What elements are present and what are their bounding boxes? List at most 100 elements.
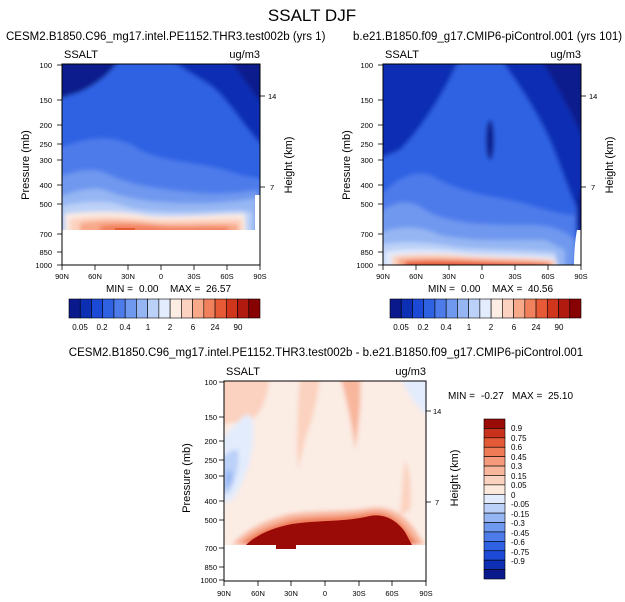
y-tick-label: 850 xyxy=(360,248,373,257)
x-tick-label: 90S xyxy=(419,589,432,598)
colorbar-swatch xyxy=(483,522,506,533)
colorbar-swatch xyxy=(225,298,238,319)
min-label: MIN = xyxy=(428,284,455,295)
panel-right-field xyxy=(383,64,581,265)
y-tick-label: 100 xyxy=(360,61,373,70)
colorbar-swatch xyxy=(136,298,148,319)
colorbar-swatch xyxy=(546,298,559,319)
y-tick-label: 250 xyxy=(360,140,373,149)
colorbar-swatch xyxy=(423,298,436,319)
colorbar-swatch xyxy=(483,465,506,476)
min-value: 0.00 xyxy=(461,284,481,295)
panel-diff-title: CESM2.B1850.C96_mg17.intel.PE1152.THR3.t… xyxy=(69,347,583,359)
panel-diff-stats: MIN = -0.27 MAX = 25.10 xyxy=(448,391,573,402)
colorbar-swatch xyxy=(483,541,506,552)
colorbar-label: 2 xyxy=(489,323,494,332)
right-tick-label: 7 xyxy=(435,498,439,507)
colorbar-label: 90 xyxy=(234,323,243,332)
y-tick-label: 400 xyxy=(204,497,217,506)
y-tick-label: 850 xyxy=(39,248,52,257)
colorbar-label: 0 xyxy=(511,491,516,500)
colorbar-label: 90 xyxy=(555,323,564,332)
colorbar-swatch xyxy=(389,298,402,319)
panel-diff-field xyxy=(224,381,426,581)
colorbar-swatch xyxy=(483,428,506,439)
colorbar-label: 0.05 xyxy=(72,323,88,332)
colorbar-swatch xyxy=(483,493,506,505)
right-tick-label: 7 xyxy=(591,183,595,192)
y-tick-label: 850 xyxy=(204,563,217,572)
x-tick-label: 60N xyxy=(409,272,423,281)
max-label: MAX = xyxy=(170,284,200,295)
colorbar-label: 0.6 xyxy=(511,443,523,452)
colorbar-swatch xyxy=(412,298,425,319)
panel-left-y-ticks: 100 150 200 250 300 400 500 700 850 1000 xyxy=(35,61,52,270)
panel-diff-right-label: Height (km) xyxy=(449,450,461,507)
colorbar-swatch xyxy=(569,298,582,319)
colorbar-label: 0.45 xyxy=(511,453,527,462)
colorbar-label: 0.4 xyxy=(440,323,452,332)
x-tick-label: 30N xyxy=(442,272,456,281)
colorbar-swatch xyxy=(91,298,104,319)
colorbar-swatch xyxy=(113,298,126,319)
x-tick-label: 0 xyxy=(159,272,163,281)
panel-diff-y-ticks: 100 150 200 250 300 400 500 700 850 1000 xyxy=(200,378,217,585)
colorbar-swatch xyxy=(524,298,537,319)
y-tick-label: 1000 xyxy=(200,576,217,585)
panel-left-x-ticks: 90N 60N 30N 0 30S 60S 90S xyxy=(55,272,267,281)
colorbar-swatch xyxy=(102,298,115,319)
y-tick-label: 150 xyxy=(204,413,217,422)
panel-right-y-ticks: 100 150 200 250 300 400 500 700 850 1000 xyxy=(356,61,373,270)
panel-left-units: ug/m3 xyxy=(229,49,260,61)
colorbar-swatch xyxy=(203,298,216,319)
colorbar-swatch xyxy=(483,503,506,514)
colorbar-swatch xyxy=(483,475,506,486)
max-value: 25.10 xyxy=(548,391,573,402)
panel-right-variable: SSALT xyxy=(385,49,419,61)
min-value: -0.27 xyxy=(481,391,504,402)
x-tick-label: 30S xyxy=(508,272,521,281)
colorbar-label: 0.15 xyxy=(511,472,527,481)
colorbar-swatch xyxy=(192,298,205,319)
colorbar-label: 0.05 xyxy=(511,481,527,490)
max-value: 26.57 xyxy=(206,284,231,295)
y-tick-label: 100 xyxy=(204,378,217,387)
panel-left-right-ticks: 14 7 xyxy=(268,92,276,192)
colorbar-label: -0.05 xyxy=(511,500,530,509)
colorbar-label: 24 xyxy=(211,323,220,332)
colorbar-swatch xyxy=(147,298,160,319)
colorbar-label: 24 xyxy=(532,323,541,332)
y-tick-label: 300 xyxy=(360,156,373,165)
panel-diff-y-label: Pressure (mb) xyxy=(181,443,193,513)
colorbar-label: 2 xyxy=(168,323,173,332)
colorbar-label: 0.4 xyxy=(119,323,131,332)
max-value: 40.56 xyxy=(528,284,553,295)
y-tick-label: 700 xyxy=(204,544,217,553)
colorbar-label: -0.9 xyxy=(511,557,525,566)
panel-left-stats: MIN = 0.00 MAX = 26.57 xyxy=(106,284,231,295)
colorbar-swatch xyxy=(483,446,506,457)
x-tick-label: 60S xyxy=(541,272,554,281)
panel-left-title: CESM2.B1850.C96_mg17.intel.PE1152.THR3.t… xyxy=(6,31,326,43)
colorbar-label: 6 xyxy=(512,323,517,332)
colorbar-swatch xyxy=(169,298,182,319)
colorbar-label: -0.6 xyxy=(511,538,525,547)
colorbar-swatch xyxy=(483,456,506,467)
y-tick-label: 700 xyxy=(39,230,52,239)
colorbar-swatch xyxy=(483,550,506,561)
panel-left-field xyxy=(62,64,260,265)
colorbar-label: 0.2 xyxy=(96,323,108,332)
x-tick-label: 90S xyxy=(574,272,587,281)
y-tick-label: 200 xyxy=(39,121,52,130)
panel-left-right-label: Height (km) xyxy=(283,137,295,194)
x-tick-label: 30S xyxy=(352,589,365,598)
y-tick-label: 300 xyxy=(39,156,52,165)
colorbar-swatch xyxy=(483,484,506,495)
colorbar-label: 0.05 xyxy=(393,323,409,332)
min-value: 0.00 xyxy=(139,284,159,295)
colorbar-swatch xyxy=(483,512,506,523)
colorbar-swatch xyxy=(434,298,447,319)
colorbar-left: 0.05 0.2 0.4 1 2 6 24 90 xyxy=(68,298,261,332)
colorbar-swatch xyxy=(479,298,492,319)
panel-left-y-label: Pressure (mb) xyxy=(20,130,32,200)
